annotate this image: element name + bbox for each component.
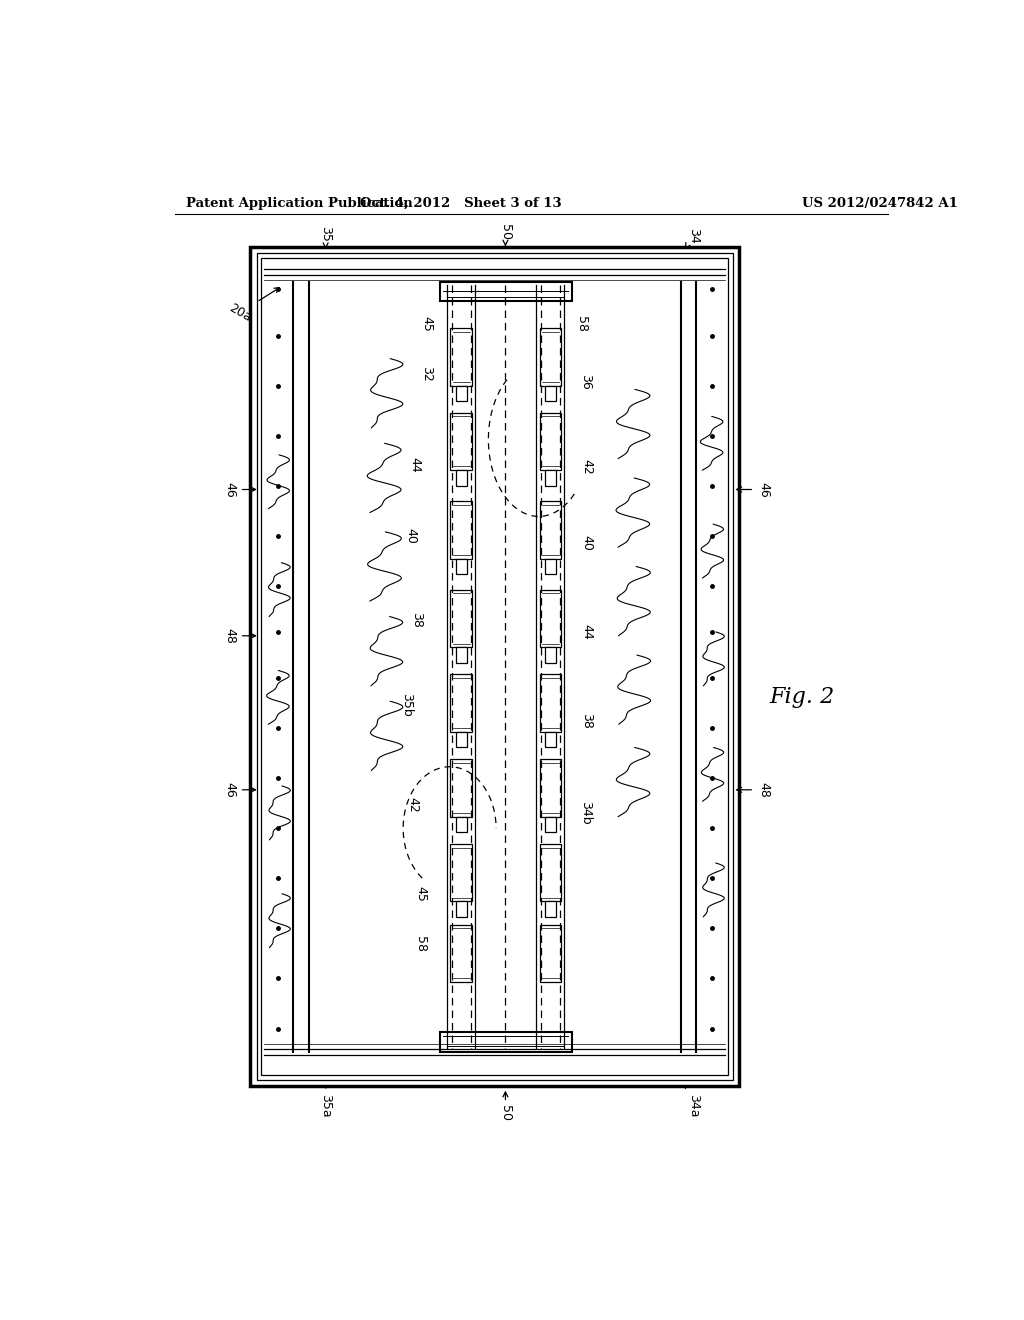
Text: 36: 36 <box>579 374 592 389</box>
Text: 34a: 34a <box>684 1086 700 1117</box>
Bar <box>456 558 467 574</box>
Text: 58: 58 <box>415 936 427 952</box>
Bar <box>439 281 572 301</box>
Text: 42: 42 <box>407 797 420 813</box>
Bar <box>451 590 472 647</box>
Text: 34b: 34b <box>579 801 592 825</box>
Bar <box>540 675 561 733</box>
Bar <box>456 817 467 832</box>
Bar <box>456 902 467 917</box>
Text: 46: 46 <box>224 781 256 797</box>
Bar <box>451 759 472 817</box>
Text: 45: 45 <box>415 886 427 902</box>
Text: 35a: 35a <box>319 1086 332 1117</box>
Text: 38: 38 <box>410 612 423 628</box>
Text: 44: 44 <box>581 624 593 640</box>
Bar <box>451 924 472 982</box>
Text: 50: 50 <box>499 1092 512 1121</box>
Text: 35: 35 <box>319 226 332 248</box>
Bar <box>451 502 472 558</box>
Bar <box>251 247 738 1086</box>
Bar <box>257 253 732 1080</box>
Bar <box>545 558 556 574</box>
Bar <box>540 759 561 817</box>
Text: Fig. 2: Fig. 2 <box>770 686 835 709</box>
Bar <box>545 385 556 401</box>
Text: 46: 46 <box>736 482 770 498</box>
Text: US 2012/0247842 A1: US 2012/0247842 A1 <box>802 197 958 210</box>
Text: 40: 40 <box>581 536 593 552</box>
Bar <box>545 817 556 832</box>
Text: 34: 34 <box>685 227 700 248</box>
Text: 40: 40 <box>404 528 418 544</box>
Text: Patent Application Publication: Patent Application Publication <box>186 197 413 210</box>
Text: 45: 45 <box>420 315 433 331</box>
Text: 20a: 20a <box>227 288 280 323</box>
Text: 42: 42 <box>581 458 593 474</box>
Bar <box>456 470 467 486</box>
Text: 35b: 35b <box>400 693 414 717</box>
Bar <box>540 327 561 385</box>
Bar <box>540 502 561 558</box>
Bar <box>540 843 561 902</box>
Text: 32: 32 <box>420 366 433 381</box>
Bar <box>540 924 561 982</box>
Bar <box>451 843 472 902</box>
Text: 58: 58 <box>574 315 588 331</box>
Bar <box>456 385 467 401</box>
Bar <box>456 647 467 663</box>
Bar <box>545 470 556 486</box>
Text: 50: 50 <box>499 223 512 246</box>
Bar <box>439 1032 572 1052</box>
Text: 48: 48 <box>736 781 770 797</box>
Bar <box>545 902 556 917</box>
Bar <box>545 647 556 663</box>
Text: 46: 46 <box>224 482 256 498</box>
Text: 44: 44 <box>409 457 421 473</box>
Bar <box>540 412 561 470</box>
Bar <box>451 412 472 470</box>
Bar <box>451 327 472 385</box>
Text: Oct. 4, 2012   Sheet 3 of 13: Oct. 4, 2012 Sheet 3 of 13 <box>360 197 562 210</box>
Bar <box>451 675 472 733</box>
Text: 38: 38 <box>581 713 593 729</box>
Bar <box>540 590 561 647</box>
Bar <box>545 733 556 747</box>
Text: 48: 48 <box>224 628 256 644</box>
Bar <box>261 257 728 1076</box>
Bar <box>456 733 467 747</box>
